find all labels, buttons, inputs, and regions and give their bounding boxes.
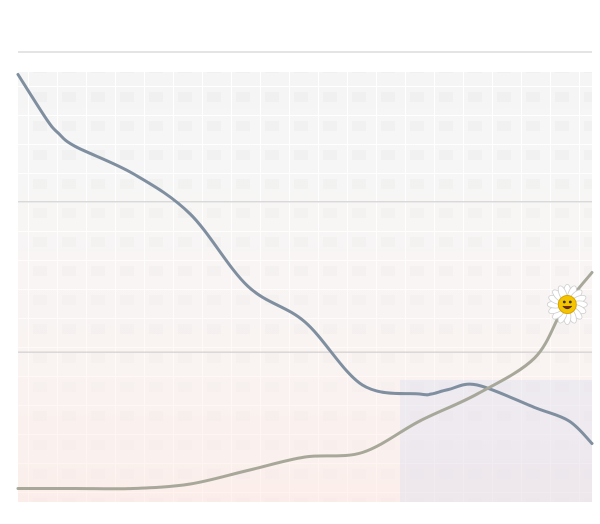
marker-layer [546, 284, 588, 325]
gridlines [18, 51, 592, 353]
series-line-2 [16, 271, 594, 491]
series-layer [16, 73, 594, 491]
daisy-smiley-icon [546, 284, 588, 325]
series-line-1 [16, 73, 594, 445]
background-mosaic [18, 72, 592, 502]
